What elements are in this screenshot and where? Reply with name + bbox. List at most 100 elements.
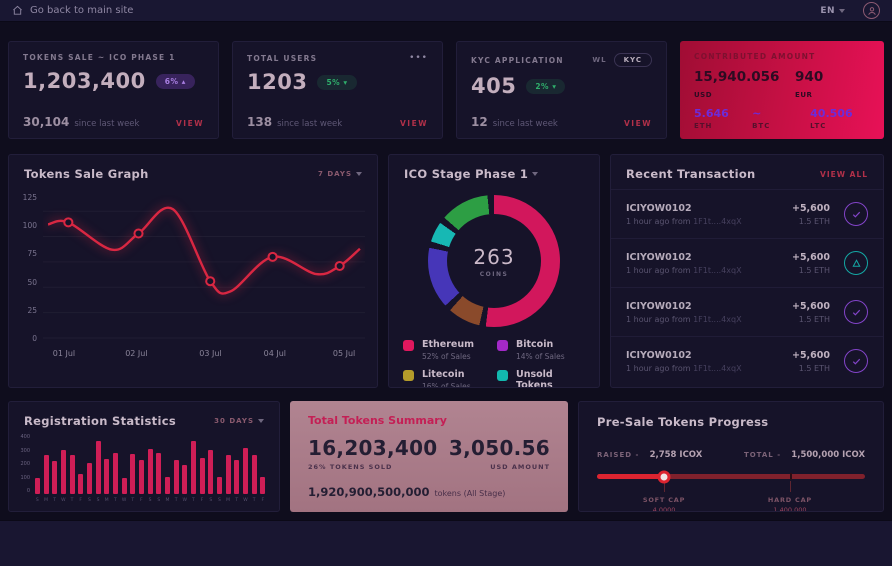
delta-value: 12: [471, 115, 488, 129]
tokens-total-value: 16,203,400: [308, 436, 438, 460]
usd-amount: 15,940.056 USD: [694, 69, 780, 99]
kyc-value: 405: [471, 74, 517, 98]
line-chart-x-axis: 01 Jul 02 Jul 03 Jul 04 Jul 05 Jul: [52, 349, 356, 358]
total-users-value: 1203: [247, 70, 308, 94]
ltc-amount: 40.506 LTC: [810, 107, 853, 130]
panel-ico-stage: ICO Stage Phase 1 263 COINS Ethereum 52% …: [388, 154, 600, 388]
donut-center-caption: COINS: [479, 270, 509, 278]
tokens-sale-value: 1,203,400: [23, 69, 146, 93]
view-button[interactable]: VIEW: [400, 119, 428, 128]
back-to-main-site-link[interactable]: Go back to main site: [12, 5, 133, 16]
raised-amount: RAISED - 2,758 ICOX: [597, 450, 703, 460]
language-label: EN: [820, 5, 835, 16]
stat-cards-row: TOKENS SALE ~ ICO PHASE 1 1,203,400 6% ▴…: [8, 41, 884, 139]
check-circle-icon[interactable]: [844, 202, 868, 226]
eth-amount: 5.646 ETH: [694, 107, 729, 130]
btc-amount: ~ BTC: [752, 107, 771, 130]
user-avatar[interactable]: [863, 2, 880, 19]
all-stage-caption: tokens (All Stage): [434, 489, 506, 498]
user-icon: [867, 6, 876, 15]
all-stage-tokens-value: 1,920,900,500,000: [308, 485, 430, 499]
toggle-kyc[interactable]: KYC: [613, 53, 652, 67]
chevron-down-icon: [839, 8, 845, 13]
usd-total-value: 3,050.56: [448, 436, 550, 460]
language-selector[interactable]: EN: [820, 6, 845, 16]
card-contributed-amount: CONTRIBUTED AMOUNT 15,940.056 USD 940 EU…: [680, 41, 884, 139]
card-label: CONTRIBUTED AMOUNT: [694, 52, 816, 61]
donut-legend: Ethereum 52% of Sales Bitcoin 14% of Sales…: [389, 327, 599, 387]
delta-caption: since last week: [74, 119, 140, 129]
card-kyc-application: KYC APPLICATION WL KYC 405 2% ▾ 12 since…: [456, 41, 667, 139]
tokens-sold-caption: 26% TOKENS SOLD: [308, 463, 393, 471]
slider-handle[interactable]: [657, 470, 671, 483]
transaction-row[interactable]: ICIYOW0102 1 hour ago from 1F1t....4xqX +…: [611, 189, 883, 238]
panel-registration-statistics: Registration Statistics 30 DAYS 400 300 20…: [8, 401, 280, 512]
eth-triangle-icon[interactable]: [844, 251, 868, 275]
more-menu-icon[interactable]: •••: [409, 53, 428, 63]
delta-caption: since last week: [492, 119, 558, 129]
donut-center-value: 263: [473, 244, 515, 269]
panel-total-tokens-summary: Total Tokens Summary 16,203,400 3,050.56…: [290, 401, 568, 512]
panel-title: Registration Statistics: [24, 414, 176, 428]
donut-chart: 263 COINS: [428, 195, 560, 327]
delta-value: 30,104: [23, 115, 70, 129]
card-total-users: TOTAL USERS ••• 1203 5% ▾ 138 since last…: [232, 41, 443, 139]
card-label: TOTAL USERS: [247, 53, 318, 63]
summary-title: Total Tokens Summary: [308, 414, 447, 427]
home-icon: [12, 5, 23, 16]
line-chart-y-axis: 125 100 75 50 25 0: [22, 193, 37, 343]
footer-bar: [0, 520, 892, 566]
bar-chart-y-axis: 400 300 200 100 0: [20, 434, 30, 494]
line-chart-svg: [43, 206, 365, 339]
bar-chart: 400 300 200 100 0: [9, 432, 279, 494]
legend-ethereum: Ethereum 52% of Sales: [403, 339, 491, 361]
delta-value: 138: [247, 115, 273, 129]
panel-presale-progress: Pre-Sale Tokens Progress RAISED - 2,758 …: [578, 401, 884, 512]
chevron-down-icon: [356, 172, 362, 176]
range-dropdown-30days[interactable]: 30 DAYS: [214, 417, 264, 425]
hard-cap-tick: [789, 481, 791, 492]
card-tokens-sale: TOKENS SALE ~ ICO PHASE 1 1,203,400 6% ▴…: [8, 41, 219, 139]
legend-swatch: [403, 340, 414, 351]
view-button[interactable]: VIEW: [624, 119, 652, 128]
panel-recent-transaction: Recent Transaction VIEW ALL ICIYOW0102 1 …: [610, 154, 884, 388]
chevron-down-icon: [532, 172, 539, 176]
bottom-row: Registration Statistics 30 DAYS 400 300 20…: [8, 401, 884, 512]
legend-unsold-tokens: Unsold Tokens12% of Total Tokens: [497, 369, 585, 387]
soft-cap-label: SOFT CAP 4,0000: [642, 496, 686, 512]
chevron-down-icon: [258, 419, 264, 423]
legend-litecoin: Litecoin 16% of Sales: [403, 369, 491, 387]
slider-fill: [597, 474, 664, 479]
panel-title: Recent Transaction: [626, 167, 756, 181]
legend-swatch: [403, 370, 414, 381]
range-dropdown-7days[interactable]: 7 DAYS: [318, 170, 362, 178]
delta-caption: since last week: [277, 119, 343, 129]
usd-amount-caption: USD AMOUNT: [490, 463, 550, 471]
back-label: Go back to main site: [30, 5, 134, 16]
panel-title: Tokens Sale Graph: [24, 167, 149, 181]
check-circle-icon[interactable]: [844, 349, 868, 373]
progress-slider: SOFT CAP 4,0000 HARD CAP 1,400,000: [597, 470, 865, 511]
view-all-button[interactable]: VIEW ALL: [820, 169, 868, 179]
total-amount: TOTAL - 1,500,000 ICOX: [743, 450, 865, 460]
legend-bitcoin: Bitcoin 14% of Sales: [497, 339, 585, 361]
legend-swatch: [497, 340, 508, 351]
check-circle-icon[interactable]: [844, 300, 868, 324]
transaction-row[interactable]: ICIYOW0102 1 hour ago from 1F1t....4xqX +…: [611, 238, 883, 287]
ico-stage-dropdown[interactable]: ICO Stage Phase 1: [404, 167, 539, 181]
toggle-wl[interactable]: WL: [592, 56, 607, 64]
wl-kyc-toggle: WL KYC: [592, 53, 652, 67]
card-label: TOKENS SALE ~ ICO PHASE 1: [23, 53, 176, 62]
view-button[interactable]: VIEW: [176, 119, 204, 128]
card-label: KYC APPLICATION: [471, 55, 564, 65]
slider-track: [597, 474, 865, 479]
eur-amount: 940 EUR: [795, 69, 824, 99]
kyc-badge: 2% ▾: [526, 78, 566, 94]
transaction-row[interactable]: ICIYOW0102 1 hour ago from 1F1t....4xqX +…: [611, 287, 883, 336]
middle-row: Tokens Sale Graph 7 DAYS 125 100 75 50 25 0 0…: [8, 154, 884, 388]
panel-title: Pre-Sale Tokens Progress: [597, 415, 769, 429]
transaction-row[interactable]: ICIYOW0102 1 hour ago from 1F1t....4xqX +…: [611, 336, 883, 385]
soft-cap-tick: [664, 481, 665, 492]
panel-tokens-sale-graph: Tokens Sale Graph 7 DAYS 125 100 75 50 25 0 0…: [8, 154, 378, 388]
